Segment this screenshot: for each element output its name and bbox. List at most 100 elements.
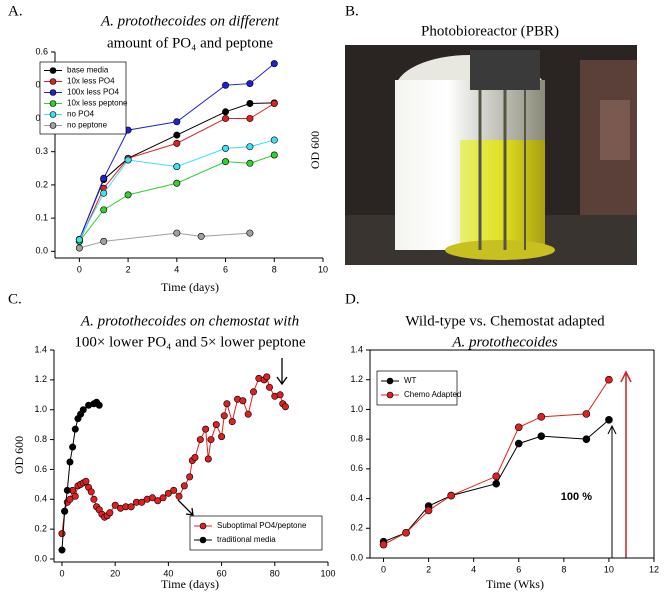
data-point <box>71 425 79 433</box>
data-point <box>186 473 194 481</box>
data-point <box>402 528 410 537</box>
y-tick-label: 1.4 <box>350 344 363 354</box>
x-tick-label: 2 <box>426 564 431 574</box>
x-axis-label: Time (days) <box>161 280 219 294</box>
data-point <box>246 80 254 88</box>
data-point <box>196 436 204 444</box>
arrow <box>607 424 617 558</box>
data-point <box>212 421 220 429</box>
data-point <box>222 108 230 116</box>
panel-label: A. <box>8 3 23 19</box>
data-point <box>75 236 83 244</box>
data-point <box>270 60 278 68</box>
y-tick-label: 1.0 <box>350 404 363 414</box>
x-tick-label: 4 <box>174 264 179 274</box>
legend-marker <box>49 89 57 96</box>
data-point <box>222 81 230 89</box>
data-point <box>228 418 236 426</box>
panel-label: D. <box>345 291 360 307</box>
data-point <box>207 436 215 444</box>
x-tick-label: 40 <box>163 568 173 578</box>
data-point <box>75 244 83 252</box>
data-point <box>537 413 546 421</box>
y-tick-label: 0.3 <box>35 146 48 156</box>
legend-box <box>189 515 323 551</box>
x-tick-label: 6 <box>516 564 521 574</box>
data-point <box>100 189 108 197</box>
legend-marker <box>49 122 57 129</box>
data-point <box>95 401 103 409</box>
data-point <box>173 118 181 126</box>
panel-title: Photobioreactor (PBR) <box>421 23 559 39</box>
data-point <box>270 100 278 108</box>
data-point <box>173 163 181 171</box>
y-tick-label: 0.2 <box>35 179 48 189</box>
data-point <box>246 114 254 122</box>
y-tick-label: 1.0 <box>34 404 47 414</box>
panel-label: C. <box>8 291 22 307</box>
data-point <box>514 423 523 432</box>
data-point <box>270 151 278 159</box>
x-tick-label: 12 <box>649 564 659 574</box>
data-point <box>197 232 205 240</box>
y-axis-label: OD 600 <box>12 436 26 474</box>
data-point <box>202 425 210 433</box>
data-point <box>276 391 284 399</box>
legend-marker <box>199 522 207 530</box>
legend-marker <box>386 377 394 385</box>
series-line <box>61 401 100 551</box>
x-tick-label: 8 <box>561 564 566 574</box>
legend-label: 100x less PO4 <box>67 88 120 97</box>
data-point <box>164 489 172 497</box>
data-point <box>79 406 87 414</box>
data-point <box>605 416 613 424</box>
y-tick-label: 0.0 <box>35 246 48 256</box>
data-point <box>222 114 230 122</box>
x-tick-label: 0 <box>59 568 64 578</box>
data-point <box>447 491 455 500</box>
data-point <box>223 400 231 408</box>
data-point <box>265 383 273 391</box>
y-tick-label: 1.4 <box>34 344 47 354</box>
data-point <box>246 100 254 108</box>
y-tick-label: 0.4 <box>34 494 47 504</box>
photo <box>345 45 637 265</box>
x-tick-label: 80 <box>270 568 280 578</box>
legend-label: no peptone <box>67 121 108 130</box>
legend-label: 10x less peptone <box>67 99 128 108</box>
data-point <box>71 492 79 500</box>
data-point <box>218 433 226 441</box>
data-point <box>270 136 278 144</box>
arrow <box>620 370 632 558</box>
x-tick-label: 2 <box>126 264 131 274</box>
data-point <box>58 546 66 554</box>
data-point <box>246 159 254 167</box>
data-point <box>173 131 181 139</box>
y-tick-label: 0.8 <box>34 434 47 444</box>
legend-marker <box>49 67 57 74</box>
data-point <box>582 435 591 443</box>
x-tick-label: 6 <box>223 264 228 274</box>
data-point <box>424 506 433 515</box>
legend-label: Chemo Adapted <box>404 390 461 399</box>
series-line <box>78 139 275 240</box>
x-tick-label: 10 <box>604 564 614 574</box>
chart-title: A. protothecoides on chemostat with <box>80 313 299 329</box>
data-point <box>124 156 132 164</box>
x-axis-label: Time (Wks) <box>486 577 544 591</box>
x-tick-label: 0 <box>77 264 82 274</box>
x-tick-label: 4 <box>471 564 476 574</box>
x-tick-label: 20 <box>110 568 120 578</box>
y-tick-label: 0.8 <box>350 434 363 444</box>
y-tick-label: 0.2 <box>350 523 363 533</box>
legend-marker <box>199 536 207 544</box>
arrow <box>276 358 288 386</box>
data-point <box>63 486 71 494</box>
y-tick-label: 0.4 <box>350 493 363 503</box>
data-point <box>82 477 90 485</box>
data-point <box>514 439 523 448</box>
data-point <box>492 472 501 481</box>
legend-marker <box>49 100 57 107</box>
legend-label: base media <box>67 66 109 75</box>
data-point <box>239 397 247 405</box>
